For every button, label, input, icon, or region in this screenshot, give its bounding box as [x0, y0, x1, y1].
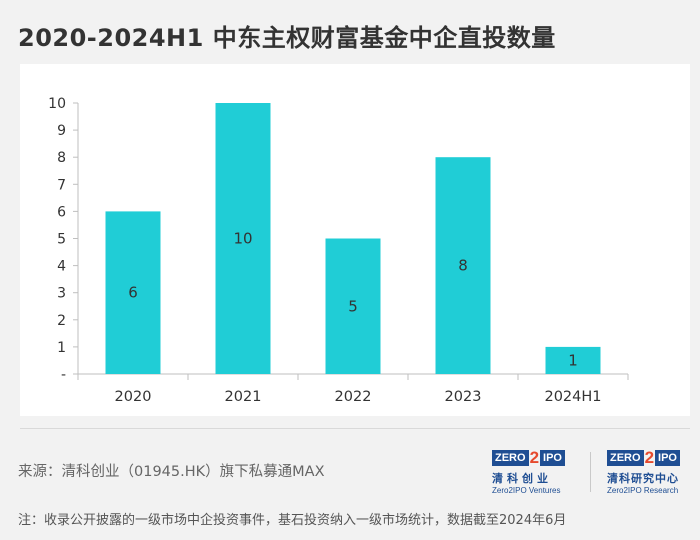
bar-2021 — [215, 103, 271, 374]
divider — [20, 428, 690, 429]
bar-2022 — [325, 238, 381, 374]
y-tick-label: 6 — [57, 204, 66, 220]
chart-area: - 1 2 3 4 5 6 7 8 9 10 6 2020 10 2021 5 2022 8 2023 1 2024H1 — [20, 64, 690, 416]
bar-chart: - 1 2 3 4 5 6 7 8 9 10 6 2020 10 2021 5 2022 8 2023 1 2024H1 — [48, 96, 629, 405]
bar-2020 — [105, 211, 161, 374]
zero2ipo-research-logo: ZERO 2 IPO 清科研究中心 Zero2IPO Research — [607, 449, 680, 495]
logo-left-two: 2 — [529, 448, 540, 467]
x-tick-label-2024H1: 2024H1 — [544, 389, 601, 405]
logo-left-box-left: ZERO — [492, 450, 529, 466]
y-tick-label: 3 — [57, 286, 66, 302]
y-tick-label: 7 — [57, 177, 66, 193]
data-label-2020: 6 — [128, 284, 138, 302]
y-tick-label: 8 — [57, 150, 66, 166]
x-tick-label-2023: 2023 — [445, 389, 482, 405]
chart-title: 2020-2024H1 中东主权财富基金中企直投数量 — [18, 24, 556, 52]
logo-right-cn: 清科研究中心 — [607, 472, 679, 485]
x-tick-label-2022: 2022 — [335, 389, 372, 405]
bar-2024H1 — [545, 346, 601, 374]
y-tick-label: 2 — [57, 313, 66, 329]
logo-left-cn: 清科创业 — [492, 472, 552, 485]
footnote: 注：收录公开披露的一级市场中企投资事件，基石投资纳入一级市场统计，数据截至202… — [18, 513, 567, 528]
y-tick-label: 1 — [57, 340, 66, 356]
data-label-2021: 10 — [233, 230, 252, 248]
x-tick-label-2021: 2021 — [225, 389, 262, 405]
x-tick-label-2020: 2020 — [115, 389, 152, 405]
zero2ipo-ventures-logo: ZERO 2 IPO 清科创业 Zero2IPO Ventures — [492, 449, 565, 495]
bar-2023 — [435, 157, 491, 374]
logo-left-box-right: IPO — [540, 450, 565, 466]
y-tick-label: 5 — [57, 232, 66, 248]
data-label-2023: 8 — [458, 257, 468, 275]
logo-right-box-right: IPO — [655, 450, 680, 466]
y-tick-label: - — [61, 367, 66, 383]
y-tick-label: 10 — [48, 96, 66, 112]
logo-right-en: Zero2IPO Research — [607, 486, 679, 495]
y-tick-label: 9 — [57, 123, 66, 139]
logo-right-box-left: ZERO — [607, 450, 644, 466]
logo-right-two: 2 — [644, 448, 655, 467]
data-label-2022: 5 — [348, 297, 358, 315]
y-tick-label: 4 — [57, 259, 66, 275]
logo-left-en: Zero2IPO Ventures — [492, 486, 561, 495]
data-label-2024H1: 1 — [568, 351, 578, 369]
source-text: 来源：清科创业（01945.HK）旗下私募通MAX — [18, 464, 325, 480]
logo-separator — [590, 452, 591, 492]
